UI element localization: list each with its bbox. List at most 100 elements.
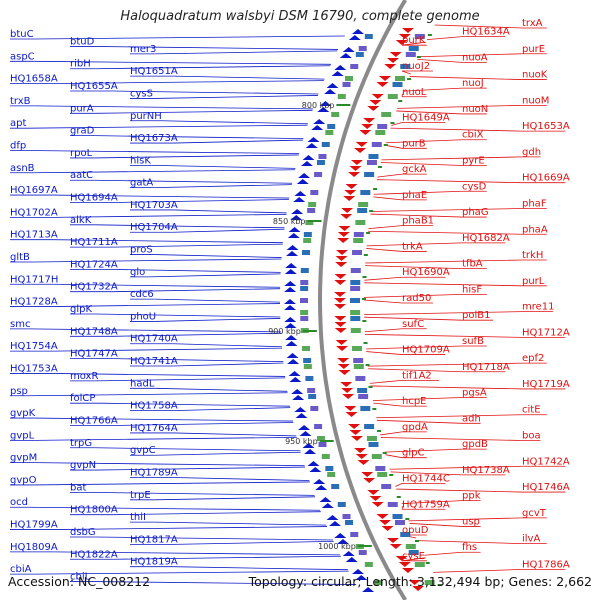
forward-content-band: [300, 316, 309, 321]
gene-label-forward: gvpL: [10, 430, 35, 441]
reverse-content-band: [405, 544, 416, 549]
gene-leader-reverse: [417, 540, 523, 545]
gene-leader-forward: [28, 124, 308, 129]
gene-leader-forward: [34, 105, 313, 110]
gene-label-forward: bat: [70, 482, 86, 493]
gene-leader-reverse: [373, 196, 403, 201]
forward-gene-arrow: [324, 89, 337, 94]
forward-gene-arrow: [287, 359, 300, 364]
gene-leader-reverse: [433, 569, 523, 573]
gene-leader-forward: [53, 283, 281, 288]
feature-dot: [365, 364, 370, 366]
forward-gene-arrow: [339, 53, 352, 58]
kbp-tick-label: 800 kbp: [302, 101, 335, 110]
gene-label-reverse: HQ1649A: [402, 113, 450, 124]
gene-leader-forward: [94, 109, 313, 114]
reverse-content-band: [368, 154, 379, 159]
forward-gene-arrow: [309, 467, 322, 472]
gene-leader-reverse: [364, 276, 403, 281]
forward-gene-arrow: [285, 341, 298, 346]
gene-label-forward: HQ1702A: [10, 207, 58, 218]
gene-label-forward: cdc6: [130, 289, 154, 300]
gene-leader-reverse: [380, 162, 463, 166]
page-title: Haloquadratum walsbyi DSM 16790, complet…: [120, 9, 480, 24]
gene-leader-reverse: [370, 385, 523, 390]
forward-content-band: [345, 76, 354, 81]
forward-gene-arrow: [299, 431, 312, 436]
forward-gene-arrow: [311, 125, 324, 130]
gene-leader-forward: [34, 481, 310, 486]
reverse-content-band: [392, 514, 403, 519]
gene-leader-forward: [28, 328, 281, 333]
gene-label-forward: smc: [10, 319, 30, 330]
gene-label-reverse: HQ1786A: [522, 559, 570, 570]
forward-gene-arrow: [292, 395, 305, 400]
reverse-content-band: [350, 268, 361, 273]
gene-label-reverse: boa: [522, 431, 541, 442]
gene-label-forward: purA: [70, 103, 94, 114]
gene-leader-forward: [113, 199, 289, 203]
forward-content-band: [342, 82, 351, 87]
reverse-content-band: [395, 76, 406, 81]
reverse-content-band: [375, 466, 386, 471]
reverse-content-band: [358, 394, 369, 399]
gene-leader-forward: [154, 298, 281, 303]
reverse-content-band: [364, 172, 375, 177]
forward-gene-arrow: [288, 227, 301, 232]
gene-leader-forward: [154, 496, 316, 501]
gene-label-reverse: cysE: [402, 551, 425, 562]
gene-label-forward: HQ1704A: [130, 222, 178, 233]
reverse-content-band: [350, 316, 361, 321]
gene-label-reverse: gpdB: [462, 439, 488, 450]
reverse-gene-arrow: [408, 580, 421, 585]
gene-label-reverse: nuoJ2: [402, 61, 430, 72]
gene-leader-reverse: [409, 523, 463, 527]
reverse-gene-arrow: [342, 394, 355, 399]
forward-content-band: [325, 130, 334, 135]
forward-gene-arrow: [334, 65, 347, 70]
gene-label-forward: HQ1809A: [10, 542, 58, 553]
gene-label-reverse: nuoN: [462, 104, 488, 115]
gene-label-forward: HQ1658A: [10, 74, 58, 85]
reverse-content-band: [414, 562, 425, 567]
gene-label-reverse: tfbA: [462, 259, 483, 270]
feature-dot: [362, 320, 367, 322]
gene-leader-reverse: [409, 76, 523, 80]
forward-content-band: [316, 160, 325, 165]
gene-label-forward: HQ1728A: [10, 297, 58, 308]
forward-content-band: [327, 124, 336, 129]
gene-label-forward: psp: [10, 386, 28, 397]
gene-label-reverse: trkA: [402, 241, 423, 252]
forward-gene-arrow: [329, 521, 342, 526]
feature-dot: [416, 56, 421, 58]
gene-leader-forward: [94, 135, 304, 140]
gene-leader-forward: [113, 243, 283, 248]
feature-dot: [396, 496, 401, 498]
reverse-gene-arrow: [334, 322, 347, 327]
reverse-content-band: [350, 280, 361, 285]
gene-leader-reverse: [363, 299, 403, 304]
gene-leader-reverse: [372, 397, 463, 401]
gene-label-forward: HQ1741A: [130, 356, 178, 367]
gene-leader-reverse: [363, 294, 463, 298]
reverse-content-band: [366, 436, 377, 441]
gene-label-reverse: pgsA: [462, 388, 487, 399]
gene-leader-forward: [34, 436, 297, 441]
reverse-content-band: [368, 442, 379, 447]
gene-leader-forward: [34, 60, 332, 65]
reverse-gene-arrow: [337, 364, 350, 369]
reverse-gene-arrow: [395, 556, 408, 561]
forward-content-band: [300, 280, 309, 285]
gene-label-forward: HQ1732A: [70, 282, 118, 293]
gene-label-reverse: glpC: [402, 448, 424, 459]
gene-leader-forward: [113, 288, 281, 293]
gene-label-forward: mer3: [130, 44, 156, 55]
gene-leader-reverse: [366, 351, 403, 355]
gene-label-forward: btuC: [10, 29, 34, 40]
gene-label-reverse: HQ1709A: [402, 345, 450, 356]
gene-leader-forward: [94, 536, 333, 541]
forward-gene-arrow: [300, 161, 313, 166]
gene-label-reverse: adh: [462, 413, 481, 424]
reverse-gene-arrow: [334, 280, 347, 285]
reverse-gene-arrow: [367, 490, 380, 495]
